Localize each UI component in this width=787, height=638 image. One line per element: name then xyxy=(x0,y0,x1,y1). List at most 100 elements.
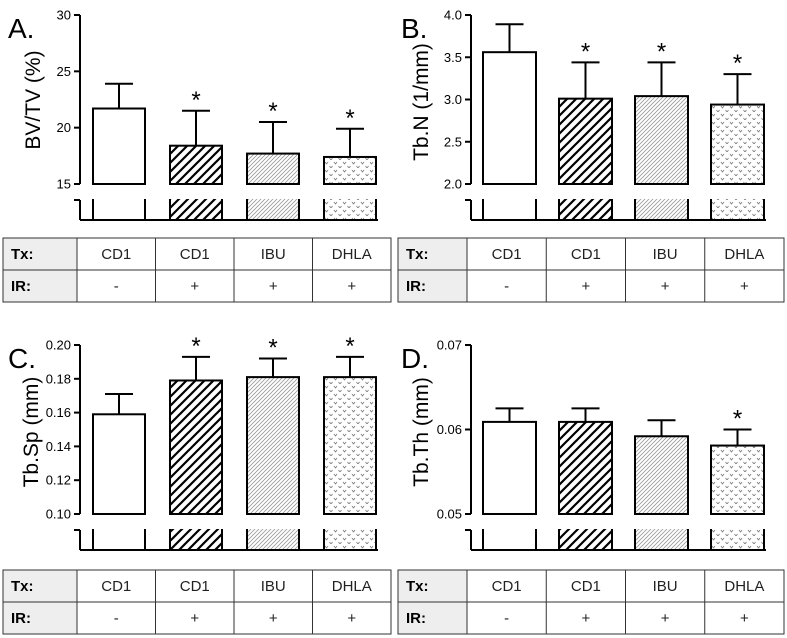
table-cell-ir: + xyxy=(347,610,356,627)
significance-star: * xyxy=(268,98,277,125)
treatment-table: CD1 - CD1 + IBU + DHLA + Tx: IR: xyxy=(2,237,392,303)
significance-star: * xyxy=(345,105,354,132)
table-row-label-tx: Tx: xyxy=(11,246,34,263)
bar-2 xyxy=(558,420,613,551)
chart-panel-1: A. BV/TV (%) 15 20 25 30 * * * CD1 - CD1 + IBU + DHLA + T… xyxy=(2,8,392,303)
bar-1 xyxy=(92,413,146,552)
table-row-label-ir: IR: xyxy=(11,610,31,627)
y-axis-title: Tb.N (1/mm) xyxy=(410,43,433,161)
y-tick-label: 0.12 xyxy=(46,473,71,488)
axis-break-gap xyxy=(481,515,538,529)
y-tick-label: 0.18 xyxy=(46,371,71,386)
significance-star: * xyxy=(191,87,200,114)
significance-star: * xyxy=(581,38,590,65)
table-cell-ir: + xyxy=(347,278,356,295)
table-cell-ir: - xyxy=(114,610,119,627)
table-cell-ir: + xyxy=(740,278,749,295)
table-cell-tx: CD1 xyxy=(571,246,601,263)
table-row-label-ir: IR: xyxy=(11,278,31,295)
axis-break-gap xyxy=(91,185,147,199)
y-tick-label: 2.5 xyxy=(444,134,462,149)
y-tick-label: 2.0 xyxy=(444,177,462,192)
panel-label: C. xyxy=(8,343,36,374)
table-row-label-ir: IR: xyxy=(406,610,426,627)
table-cell-ir: - xyxy=(114,278,119,295)
table-cell-ir: + xyxy=(269,610,278,627)
significance-star: * xyxy=(345,333,354,360)
y-tick-label: 0.07 xyxy=(437,338,462,353)
table-row-label-tx: Tx: xyxy=(406,578,429,595)
table-cell-ir: + xyxy=(740,610,749,627)
table-row-label-tx: Tx: xyxy=(406,246,429,263)
y-tick-label: 0.20 xyxy=(46,338,71,353)
y-tick-label: 15 xyxy=(57,177,71,192)
table-cell-tx: CD1 xyxy=(101,246,131,263)
chart-panel-2: B.Tb.N (1/mm) 2.0 2.5 3.0 3.5 4.0 * * * CD1 - CD1 + I… xyxy=(397,8,785,303)
y-axis-title: BV/TV (%) xyxy=(22,50,45,149)
axis-break-gap xyxy=(168,515,224,529)
table-cell-ir: + xyxy=(661,278,670,295)
y-tick-label: 0.16 xyxy=(46,405,71,420)
treatment-table: CD1 - CD1 + IBU + DHLA + Tx: IR: xyxy=(397,237,785,303)
axis-break-gap xyxy=(245,515,301,529)
axis-break-gap xyxy=(709,185,766,199)
y-tick-label: 0.06 xyxy=(437,422,462,437)
axis-break-gap xyxy=(322,515,378,529)
treatment-table: CD1 - CD1 + IBU + DHLA + Tx: IR: xyxy=(397,569,785,635)
table-cell-tx: CD1 xyxy=(101,578,131,595)
y-axis-title: Tb.Sp (mm) xyxy=(20,377,43,488)
y-tick-label: 4.0 xyxy=(444,8,462,23)
table-cell-tx: CD1 xyxy=(492,246,522,263)
axis-break-gap xyxy=(709,515,766,529)
table-cell-ir: + xyxy=(581,278,590,295)
table-cell-tx: DHLA xyxy=(724,246,764,263)
y-tick-label: 20 xyxy=(57,120,71,135)
panel-label: B. xyxy=(401,13,427,44)
axis-break-gap xyxy=(91,515,147,529)
significance-star: * xyxy=(268,335,277,362)
significance-star: * xyxy=(191,333,200,360)
axis-break-gap xyxy=(557,185,614,199)
axis-break-gap xyxy=(633,185,690,199)
panel-label: D. xyxy=(401,343,429,374)
bar-4 xyxy=(710,103,765,221)
table-cell-ir: - xyxy=(504,278,509,295)
treatment-table: CD1 - CD1 + IBU + DHLA + Tx: IR: xyxy=(2,569,392,635)
axis-break-gap xyxy=(557,515,614,529)
bar-4 xyxy=(710,444,765,551)
table-cell-tx: CD1 xyxy=(180,246,210,263)
bar-2 xyxy=(558,97,613,221)
table-cell-ir: + xyxy=(190,610,199,627)
y-tick-label: 3.0 xyxy=(444,92,462,107)
y-tick-label: 30 xyxy=(57,8,71,23)
bar-2 xyxy=(169,144,223,221)
table-cell-tx: IBU xyxy=(261,246,286,263)
table-row-label-tx: Tx: xyxy=(11,578,34,595)
bar-3 xyxy=(634,435,689,552)
axis-break-gap xyxy=(633,515,690,529)
bar-1 xyxy=(482,420,537,551)
significance-star: * xyxy=(733,50,742,77)
chart-panel-3: C. Tb.Sp (mm) 0.10 0.12 0.14 0.16 0.18 0.20 * * * C… xyxy=(2,333,392,635)
y-tick-label: 0.05 xyxy=(437,507,462,522)
table-cell-tx: CD1 xyxy=(180,578,210,595)
axis-break-gap xyxy=(481,185,538,199)
table-cell-tx: CD1 xyxy=(492,578,522,595)
table-cell-tx: IBU xyxy=(261,578,286,595)
table-cell-tx: CD1 xyxy=(571,578,601,595)
bar-1 xyxy=(92,107,146,221)
table-cell-ir: + xyxy=(269,278,278,295)
axis-break-gap xyxy=(322,185,378,199)
significance-star: * xyxy=(733,406,742,433)
table-cell-tx: IBU xyxy=(653,578,678,595)
bar-3 xyxy=(634,95,689,221)
table-cell-tx: DHLA xyxy=(724,578,764,595)
table-cell-ir: + xyxy=(581,610,590,627)
table-cell-ir: - xyxy=(504,610,509,627)
table-cell-ir: + xyxy=(190,278,199,295)
y-tick-label: 3.5 xyxy=(444,50,462,65)
table-cell-tx: IBU xyxy=(653,246,678,263)
significance-star: * xyxy=(657,38,666,65)
table-cell-ir: + xyxy=(661,610,670,627)
